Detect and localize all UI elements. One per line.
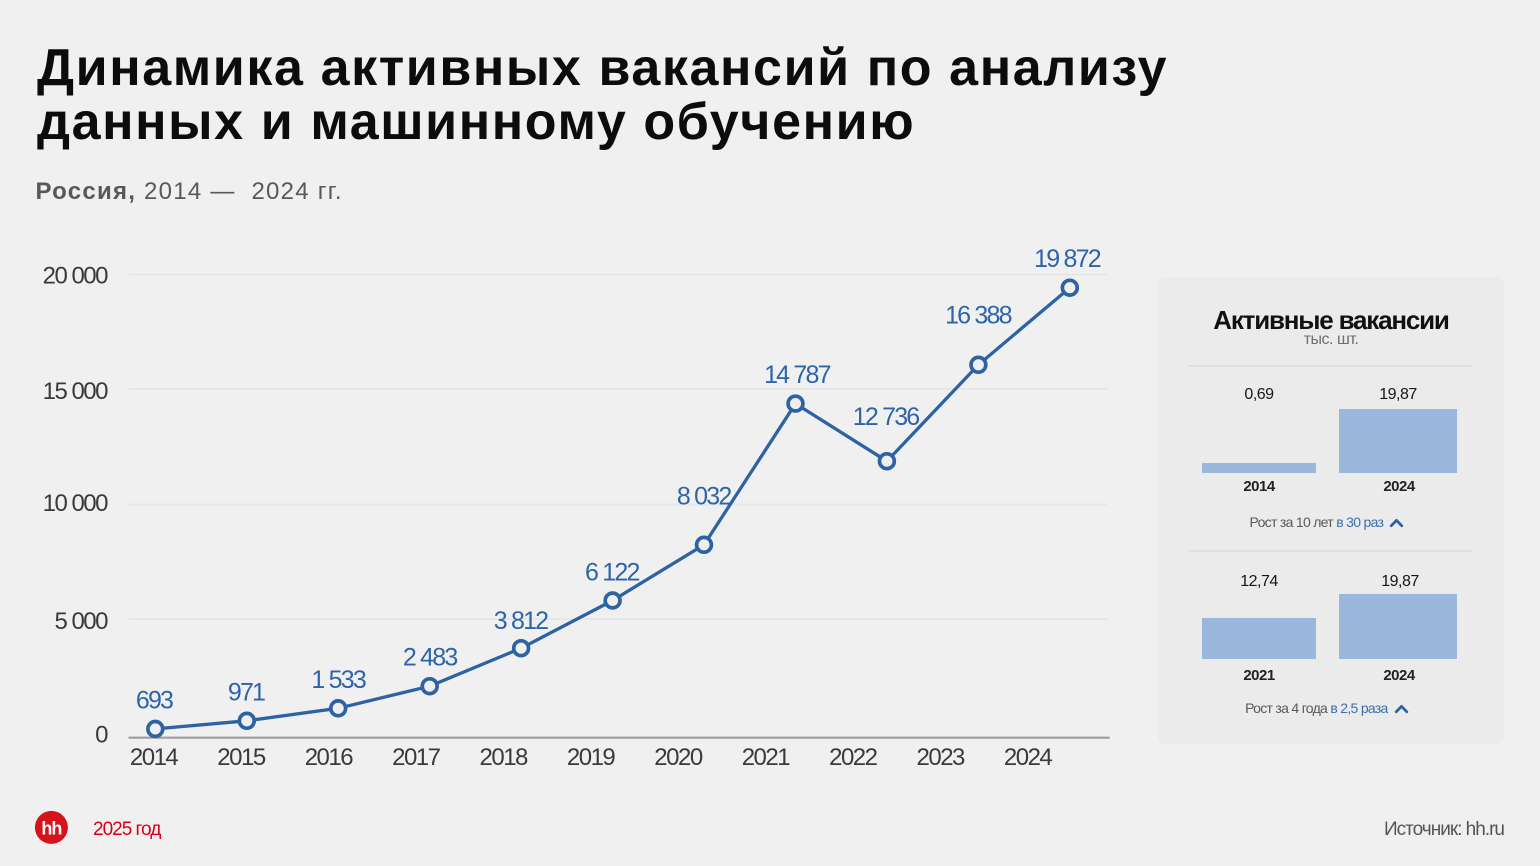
svg-text:14 787: 14 787 [764,361,831,389]
svg-text:15 000: 15 000 [43,378,109,405]
svg-text:6 122: 6 122 [585,559,639,587]
svg-text:2023: 2023 [917,744,966,771]
svg-text:10 000: 10 000 [43,490,109,517]
svg-text:2015: 2015 [217,744,266,771]
svg-text:2 483: 2 483 [403,644,457,672]
svg-text:2016: 2016 [305,744,354,771]
svg-text:1 533: 1 533 [311,666,365,694]
svg-text:16 388: 16 388 [945,301,1012,329]
svg-text:2022: 2022 [829,744,878,771]
svg-text:971: 971 [228,678,265,706]
svg-text:3 812: 3 812 [494,607,548,635]
svg-text:5 000: 5 000 [54,608,108,635]
svg-text:2017: 2017 [392,744,441,771]
svg-text:2019: 2019 [567,744,616,771]
svg-text:2020: 2020 [654,744,703,771]
svg-text:8 032: 8 032 [677,482,731,510]
svg-text:hh: hh [41,818,61,838]
svg-text:2021: 2021 [742,744,791,771]
svg-text:19 872: 19 872 [1034,245,1101,273]
svg-text:2018: 2018 [480,744,529,771]
svg-text:2024: 2024 [1004,744,1053,771]
svg-text:20 000: 20 000 [43,263,109,290]
svg-text:0: 0 [95,722,108,749]
svg-text:693: 693 [136,686,173,714]
svg-text:2014: 2014 [130,744,179,771]
svg-text:12 736: 12 736 [853,403,920,431]
